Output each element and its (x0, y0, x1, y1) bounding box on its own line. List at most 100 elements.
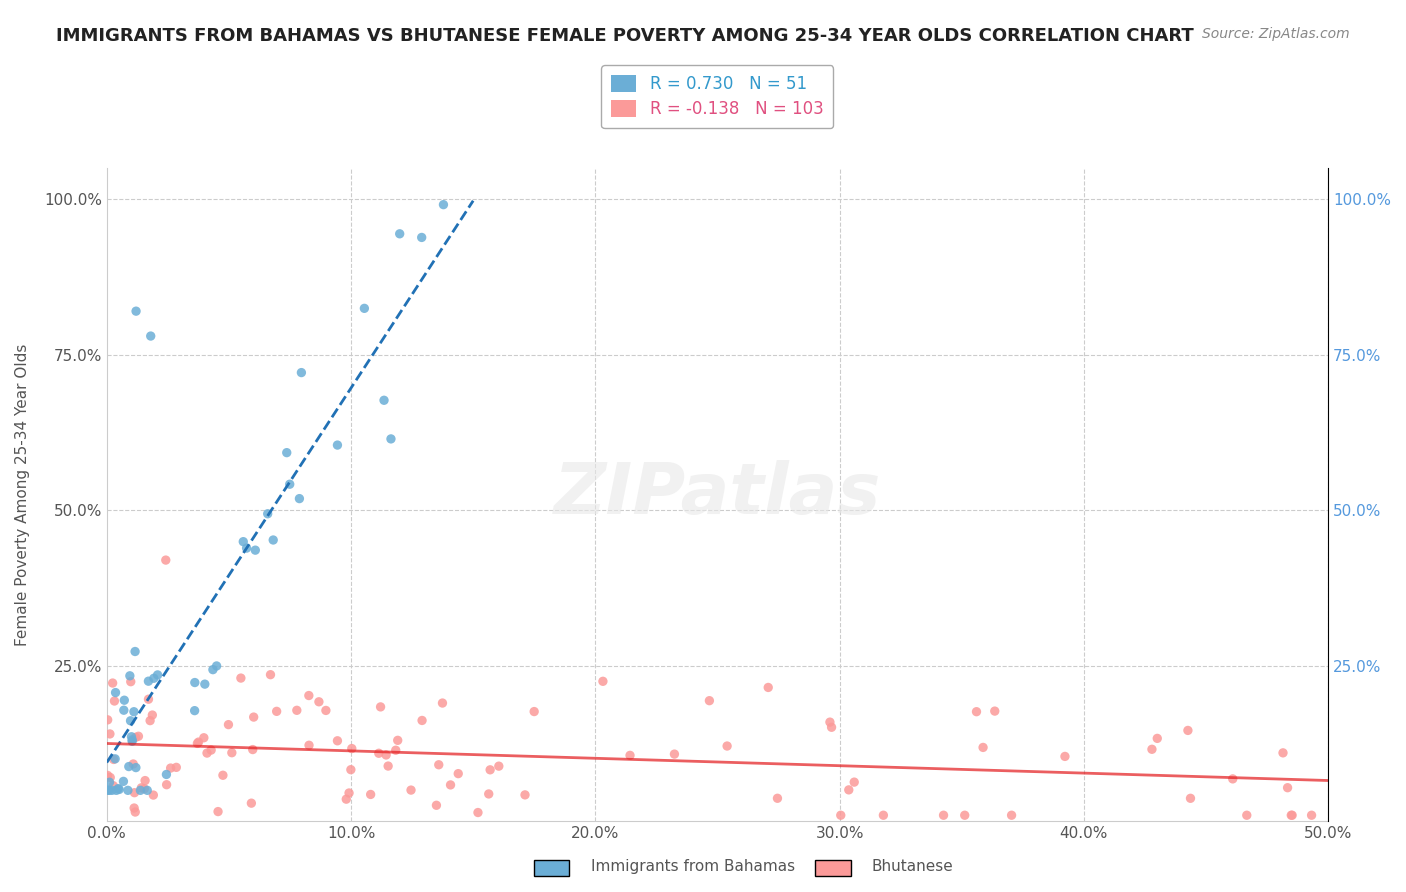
Point (146, 668, 169, 682)
Point (523, 705, 546, 719)
Point (288, 491, 311, 506)
Point (124, 805, 146, 819)
Point (367, 746, 389, 760)
Point (142, 671, 165, 685)
Point (229, 671, 252, 685)
Point (377, 759, 399, 773)
Point (427, 757, 450, 772)
Point (432, 197, 454, 211)
Point (139, 714, 162, 728)
Point (1272, 746, 1295, 760)
Text: ZIPatlas: ZIPatlas (554, 460, 882, 529)
Point (142, 788, 165, 802)
Point (240, 796, 263, 810)
Point (337, 786, 360, 800)
Point (117, 783, 139, 797)
Point (138, 674, 160, 689)
Point (195, 746, 218, 760)
Point (388, 227, 411, 241)
Point (766, 791, 789, 805)
Point (380, 432, 402, 446)
Point (335, 792, 357, 806)
Point (124, 644, 146, 658)
Point (125, 731, 148, 745)
Point (298, 689, 321, 703)
Point (134, 773, 156, 788)
Point (232, 534, 254, 549)
Point (155, 767, 177, 781)
Point (221, 746, 243, 760)
Text: Bhutanese: Bhutanese (872, 859, 953, 874)
Point (122, 756, 145, 771)
Point (513, 788, 536, 802)
Point (205, 659, 228, 673)
Point (104, 685, 127, 699)
Point (98, 727, 121, 741)
Point (193, 731, 215, 745)
Text: IMMIGRANTS FROM BAHAMAS VS BHUTANESE FEMALE POVERTY AMONG 25-34 YEAR OLDS CORREL: IMMIGRANTS FROM BAHAMAS VS BHUTANESE FEM… (56, 27, 1194, 45)
Point (326, 438, 349, 452)
Point (592, 674, 614, 689)
Point (186, 736, 208, 750)
Point (118, 759, 141, 773)
Point (1177, 723, 1199, 738)
Point (340, 741, 363, 756)
Point (97, 713, 120, 727)
Point (107, 781, 129, 796)
Point (125, 304, 148, 318)
Point (139, 329, 162, 343)
Point (136, 783, 159, 797)
Point (256, 507, 278, 521)
Point (103, 779, 125, 793)
Point (699, 694, 721, 708)
Point (112, 703, 135, 717)
Point (340, 763, 363, 777)
Text: Immigrants from Bahamas: Immigrants from Bahamas (591, 859, 794, 874)
Point (259, 667, 281, 681)
Point (98, 771, 121, 785)
Point (245, 543, 267, 558)
Point (165, 760, 187, 774)
Point (120, 714, 142, 728)
Point (1053, 749, 1076, 764)
Point (120, 674, 142, 689)
Point (217, 717, 239, 731)
Point (411, 230, 433, 244)
Point (447, 766, 470, 780)
Point (121, 732, 143, 747)
Point (1279, 808, 1302, 822)
Point (966, 705, 988, 719)
Point (138, 692, 160, 706)
Point (1236, 808, 1258, 822)
Point (183, 704, 205, 718)
Point (155, 553, 177, 567)
Point (201, 663, 224, 677)
Point (104, 752, 127, 766)
Point (478, 787, 501, 801)
Point (112, 774, 135, 789)
Point (1180, 791, 1202, 805)
Point (276, 445, 298, 459)
Point (1281, 808, 1303, 822)
Point (122, 705, 145, 719)
Point (97, 783, 120, 797)
Point (479, 763, 502, 777)
Point (121, 730, 143, 744)
Point (112, 693, 135, 707)
Point (953, 808, 976, 822)
Legend: R = 0.730   N = 51, R = -0.138   N = 103: R = 0.730 N = 51, R = -0.138 N = 103 (602, 65, 834, 128)
Point (98, 783, 121, 797)
Point (353, 301, 375, 316)
Point (124, 786, 146, 800)
Point (387, 733, 409, 747)
Point (820, 720, 842, 734)
Point (360, 788, 382, 802)
Point (488, 759, 510, 773)
Point (242, 710, 264, 724)
Point (108, 782, 131, 797)
Point (101, 783, 124, 797)
Point (1140, 742, 1163, 756)
Point (184, 675, 207, 690)
Point (103, 752, 125, 766)
Point (156, 778, 179, 792)
